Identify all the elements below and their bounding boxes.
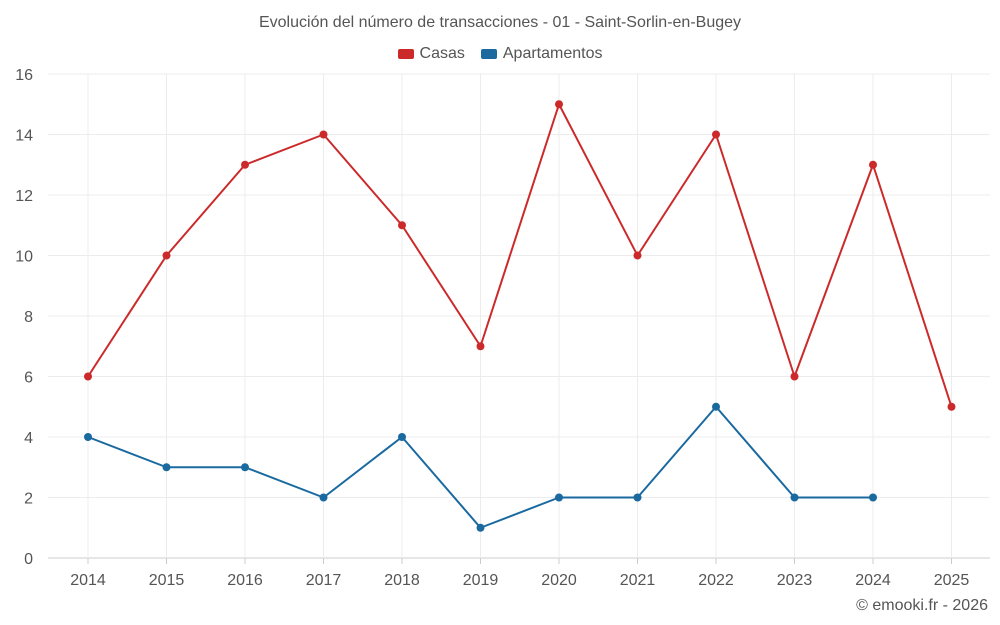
- legend-swatch-casas: [397, 49, 414, 59]
- x-tick-label: 2014: [70, 572, 106, 589]
- x-tick-label: 2019: [463, 572, 499, 589]
- series-line-casas: [87, 103, 953, 408]
- data-point-casas[interactable]: [869, 160, 877, 169]
- x-tick-label: 2020: [541, 572, 577, 589]
- data-point-apartamentos[interactable]: [633, 493, 642, 502]
- grid: [48, 73, 990, 559]
- y-tick-label: 8: [24, 309, 33, 326]
- legend-item-casas[interactable]: Casas: [397, 45, 465, 63]
- data-point-casas[interactable]: [633, 251, 642, 260]
- data-point-casas[interactable]: [555, 100, 563, 109]
- y-tick-label: 0: [24, 551, 33, 568]
- x-tick-label: 2022: [698, 572, 734, 589]
- data-point-apartamentos[interactable]: [555, 493, 563, 502]
- x-tick-label: 2025: [934, 572, 970, 589]
- data-point-casas[interactable]: [398, 221, 406, 230]
- y-tick-label: 6: [24, 370, 33, 387]
- series-layer: [84, 100, 956, 532]
- y-axis: 0 2 4 6 8 10 12 14 16: [15, 67, 33, 568]
- x-tick-label: 2023: [777, 572, 813, 589]
- data-point-casas[interactable]: [712, 130, 720, 139]
- data-point-apartamentos[interactable]: [162, 463, 171, 472]
- x-tick-label: 2015: [149, 572, 185, 589]
- legend-item-apartamentos[interactable]: Apartamentos: [480, 45, 603, 63]
- y-tick-label: 2: [24, 491, 33, 508]
- data-point-apartamentos[interactable]: [398, 433, 406, 441]
- legend-label-casas: Casas: [419, 45, 465, 62]
- data-point-casas[interactable]: [947, 402, 956, 411]
- data-point-apartamentos[interactable]: [712, 402, 720, 411]
- x-tick-label: 2017: [306, 572, 342, 589]
- x-tick-label: 2021: [620, 572, 656, 589]
- data-point-apartamentos[interactable]: [869, 493, 877, 502]
- data-point-casas[interactable]: [476, 342, 485, 351]
- credit-text: © emooki.fr - 2026: [856, 597, 988, 614]
- data-point-casas[interactable]: [241, 160, 249, 169]
- data-point-apartamentos[interactable]: [84, 433, 92, 441]
- legend: Casas Apartamentos: [0, 45, 1000, 63]
- data-point-casas[interactable]: [162, 251, 171, 260]
- x-tick-label: 2016: [227, 572, 263, 589]
- chart-title: Evolución del número de transacciones - …: [258, 14, 742, 31]
- x-tick-label: 2018: [384, 572, 420, 589]
- x-axis: 2014 2015 2016 2017 2018 2019 2020 2021 2022 2023…: [70, 558, 969, 589]
- data-point-apartamentos[interactable]: [241, 463, 249, 472]
- data-point-apartamentos[interactable]: [476, 523, 485, 532]
- x-tick-label: 2024: [855, 572, 891, 589]
- data-point-apartamentos[interactable]: [790, 493, 799, 502]
- y-tick-label: 10: [15, 249, 33, 266]
- data-point-casas[interactable]: [319, 130, 328, 139]
- data-point-casas[interactable]: [84, 372, 92, 381]
- legend-label-apartamentos: Apartamentos: [502, 45, 603, 62]
- y-tick-label: 16: [15, 67, 33, 84]
- y-tick-label: 12: [15, 188, 33, 205]
- y-tick-label: 4: [24, 430, 33, 447]
- y-tick-label: 14: [15, 128, 33, 145]
- legend-swatch-apartamentos: [480, 49, 497, 59]
- data-point-apartamentos[interactable]: [319, 493, 328, 502]
- data-point-casas[interactable]: [790, 372, 799, 381]
